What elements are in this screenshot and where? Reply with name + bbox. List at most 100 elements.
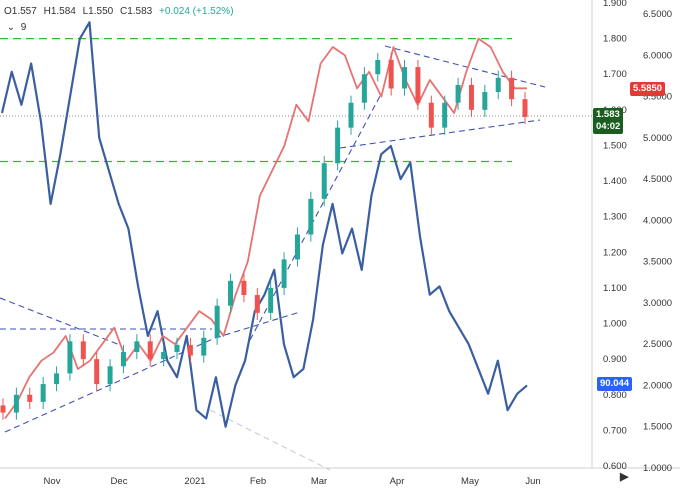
price-tag-value: 1.583 <box>596 109 620 120</box>
secondary-tick-label: 2.0000 <box>643 380 672 391</box>
blue-value-tag: 90.044 <box>597 377 633 391</box>
tradingview-logo-icon[interactable]: ▶ <box>620 471 629 483</box>
time-tick-label: Dec <box>111 476 128 487</box>
secondary-tick-label: 5.0000 <box>643 133 672 144</box>
candle-body <box>54 373 60 385</box>
secondary-tick-label: 4.0000 <box>643 215 672 226</box>
change-value: +0.024 (+1.52%) <box>159 6 234 17</box>
candle-body <box>509 77 515 100</box>
indicator-count: 9 <box>20 22 27 33</box>
countdown-value: 04:02 <box>596 121 621 132</box>
time-tick-label: Mar <box>311 476 327 487</box>
indicator-toggle[interactable]: ⌄ 9 <box>4 22 27 33</box>
candle-body <box>201 337 207 356</box>
price-tick-label: 1.200 <box>603 247 627 258</box>
candle-body <box>522 99 528 117</box>
candle-body <box>442 102 448 128</box>
time-tick-label: Feb <box>250 476 266 487</box>
candle-body <box>13 394 19 413</box>
secondary-tick-label: 1.5000 <box>643 422 672 433</box>
secondary-tick-label: 4.5000 <box>643 174 672 185</box>
candle-body <box>402 67 408 89</box>
price-tick-label: 1.100 <box>603 283 627 294</box>
secondary-tick-label: 6.0000 <box>643 50 672 61</box>
candle-body <box>214 305 220 338</box>
close-value: C1.583 <box>120 6 153 17</box>
candle-body <box>27 394 33 402</box>
candle-body <box>147 341 153 360</box>
chevron-down-icon[interactable]: ⌄ <box>6 22 16 33</box>
price-tick-label: 0.900 <box>603 354 627 365</box>
candle-body <box>187 344 193 356</box>
candle-body <box>375 59 381 75</box>
ohlc-legend: O1.557 H1.584 L1.550 C1.583 +0.024 (+1.5… <box>4 6 238 17</box>
price-tick-label: 1.800 <box>603 34 627 45</box>
candle-body <box>281 259 287 288</box>
candle-body <box>294 234 300 260</box>
secondary-tick-label: 3.0000 <box>643 298 672 309</box>
red-line-series <box>4 37 527 420</box>
secondary-tick-label: 5.5000 <box>643 92 672 103</box>
candle-body <box>174 344 180 353</box>
price-tick-label: 0.600 <box>603 461 627 472</box>
red-value-tag: 5.5850 <box>630 82 666 96</box>
candle-body <box>495 77 501 93</box>
price-tick-label: 1.500 <box>603 140 627 151</box>
blue-line-series <box>0 21 528 428</box>
secondary-tick-label: 1.0000 <box>643 463 672 474</box>
candle-body <box>241 280 247 296</box>
high-value: H1.584 <box>43 6 76 17</box>
time-tick-label: 2021 <box>184 476 205 487</box>
candle-body <box>482 92 488 110</box>
candle-body <box>0 405 6 413</box>
candle-body <box>254 295 260 313</box>
price-tick-label: 1.900 <box>603 0 627 9</box>
chart-grid <box>0 0 680 469</box>
price-tick-label: 1.700 <box>603 69 627 80</box>
candle-body <box>321 163 327 199</box>
candle-body <box>348 102 354 128</box>
blue-line <box>0 21 528 428</box>
candle-body <box>134 341 140 353</box>
low-value: L1.550 <box>82 6 114 17</box>
price-tag: 1.583 04:02 <box>593 108 624 134</box>
candle-body <box>228 280 234 306</box>
open-value: O1.557 <box>4 6 37 17</box>
candle-body <box>388 59 394 89</box>
red-line <box>4 37 527 420</box>
blue-tag-value: 90.044 <box>600 378 630 389</box>
time-tick-label: Jun <box>525 476 540 487</box>
candle-body <box>67 341 73 374</box>
secondary-tick-label: 2.5000 <box>643 339 672 350</box>
price-tick-label: 1.000 <box>603 319 627 330</box>
trendline <box>249 95 381 341</box>
price-tick-label: 1.400 <box>603 176 627 187</box>
candle-body <box>335 127 341 164</box>
candle-body <box>428 102 434 128</box>
time-tick-label: Nov <box>44 476 61 487</box>
trendline <box>384 45 546 88</box>
trendline <box>214 311 301 339</box>
secondary-tick-label: 3.5000 <box>643 257 672 268</box>
time-tick-label: May <box>461 476 479 487</box>
candle-body <box>120 352 126 367</box>
secondary-axis: 6.5000 6.0000 5.5000 5.0000 4.5000 4.0000 3.50… <box>643 9 672 474</box>
candlestick-series <box>0 52 528 420</box>
candle-body <box>80 341 86 360</box>
secondary-tick-label: 6.5000 <box>643 9 672 20</box>
candle-body <box>415 67 421 103</box>
price-tick-label: 1.300 <box>603 212 627 223</box>
candle-body <box>268 287 274 313</box>
trendline <box>209 409 331 471</box>
price-tick-label: 0.800 <box>603 390 627 401</box>
trendline <box>339 119 541 149</box>
candle-body <box>94 359 100 385</box>
price-tick-label: 0.700 <box>603 425 627 436</box>
time-axis: Nov Dec 2021 Feb Mar Apr May Jun <box>44 476 541 487</box>
price-axis: 1.9001.8001.7001.6001.5001.4001.3001.200… <box>603 0 627 472</box>
candle-body <box>40 384 46 402</box>
time-tick-label: Apr <box>390 476 405 487</box>
candle-body <box>107 366 113 385</box>
red-tag-value: 5.5850 <box>633 83 663 94</box>
